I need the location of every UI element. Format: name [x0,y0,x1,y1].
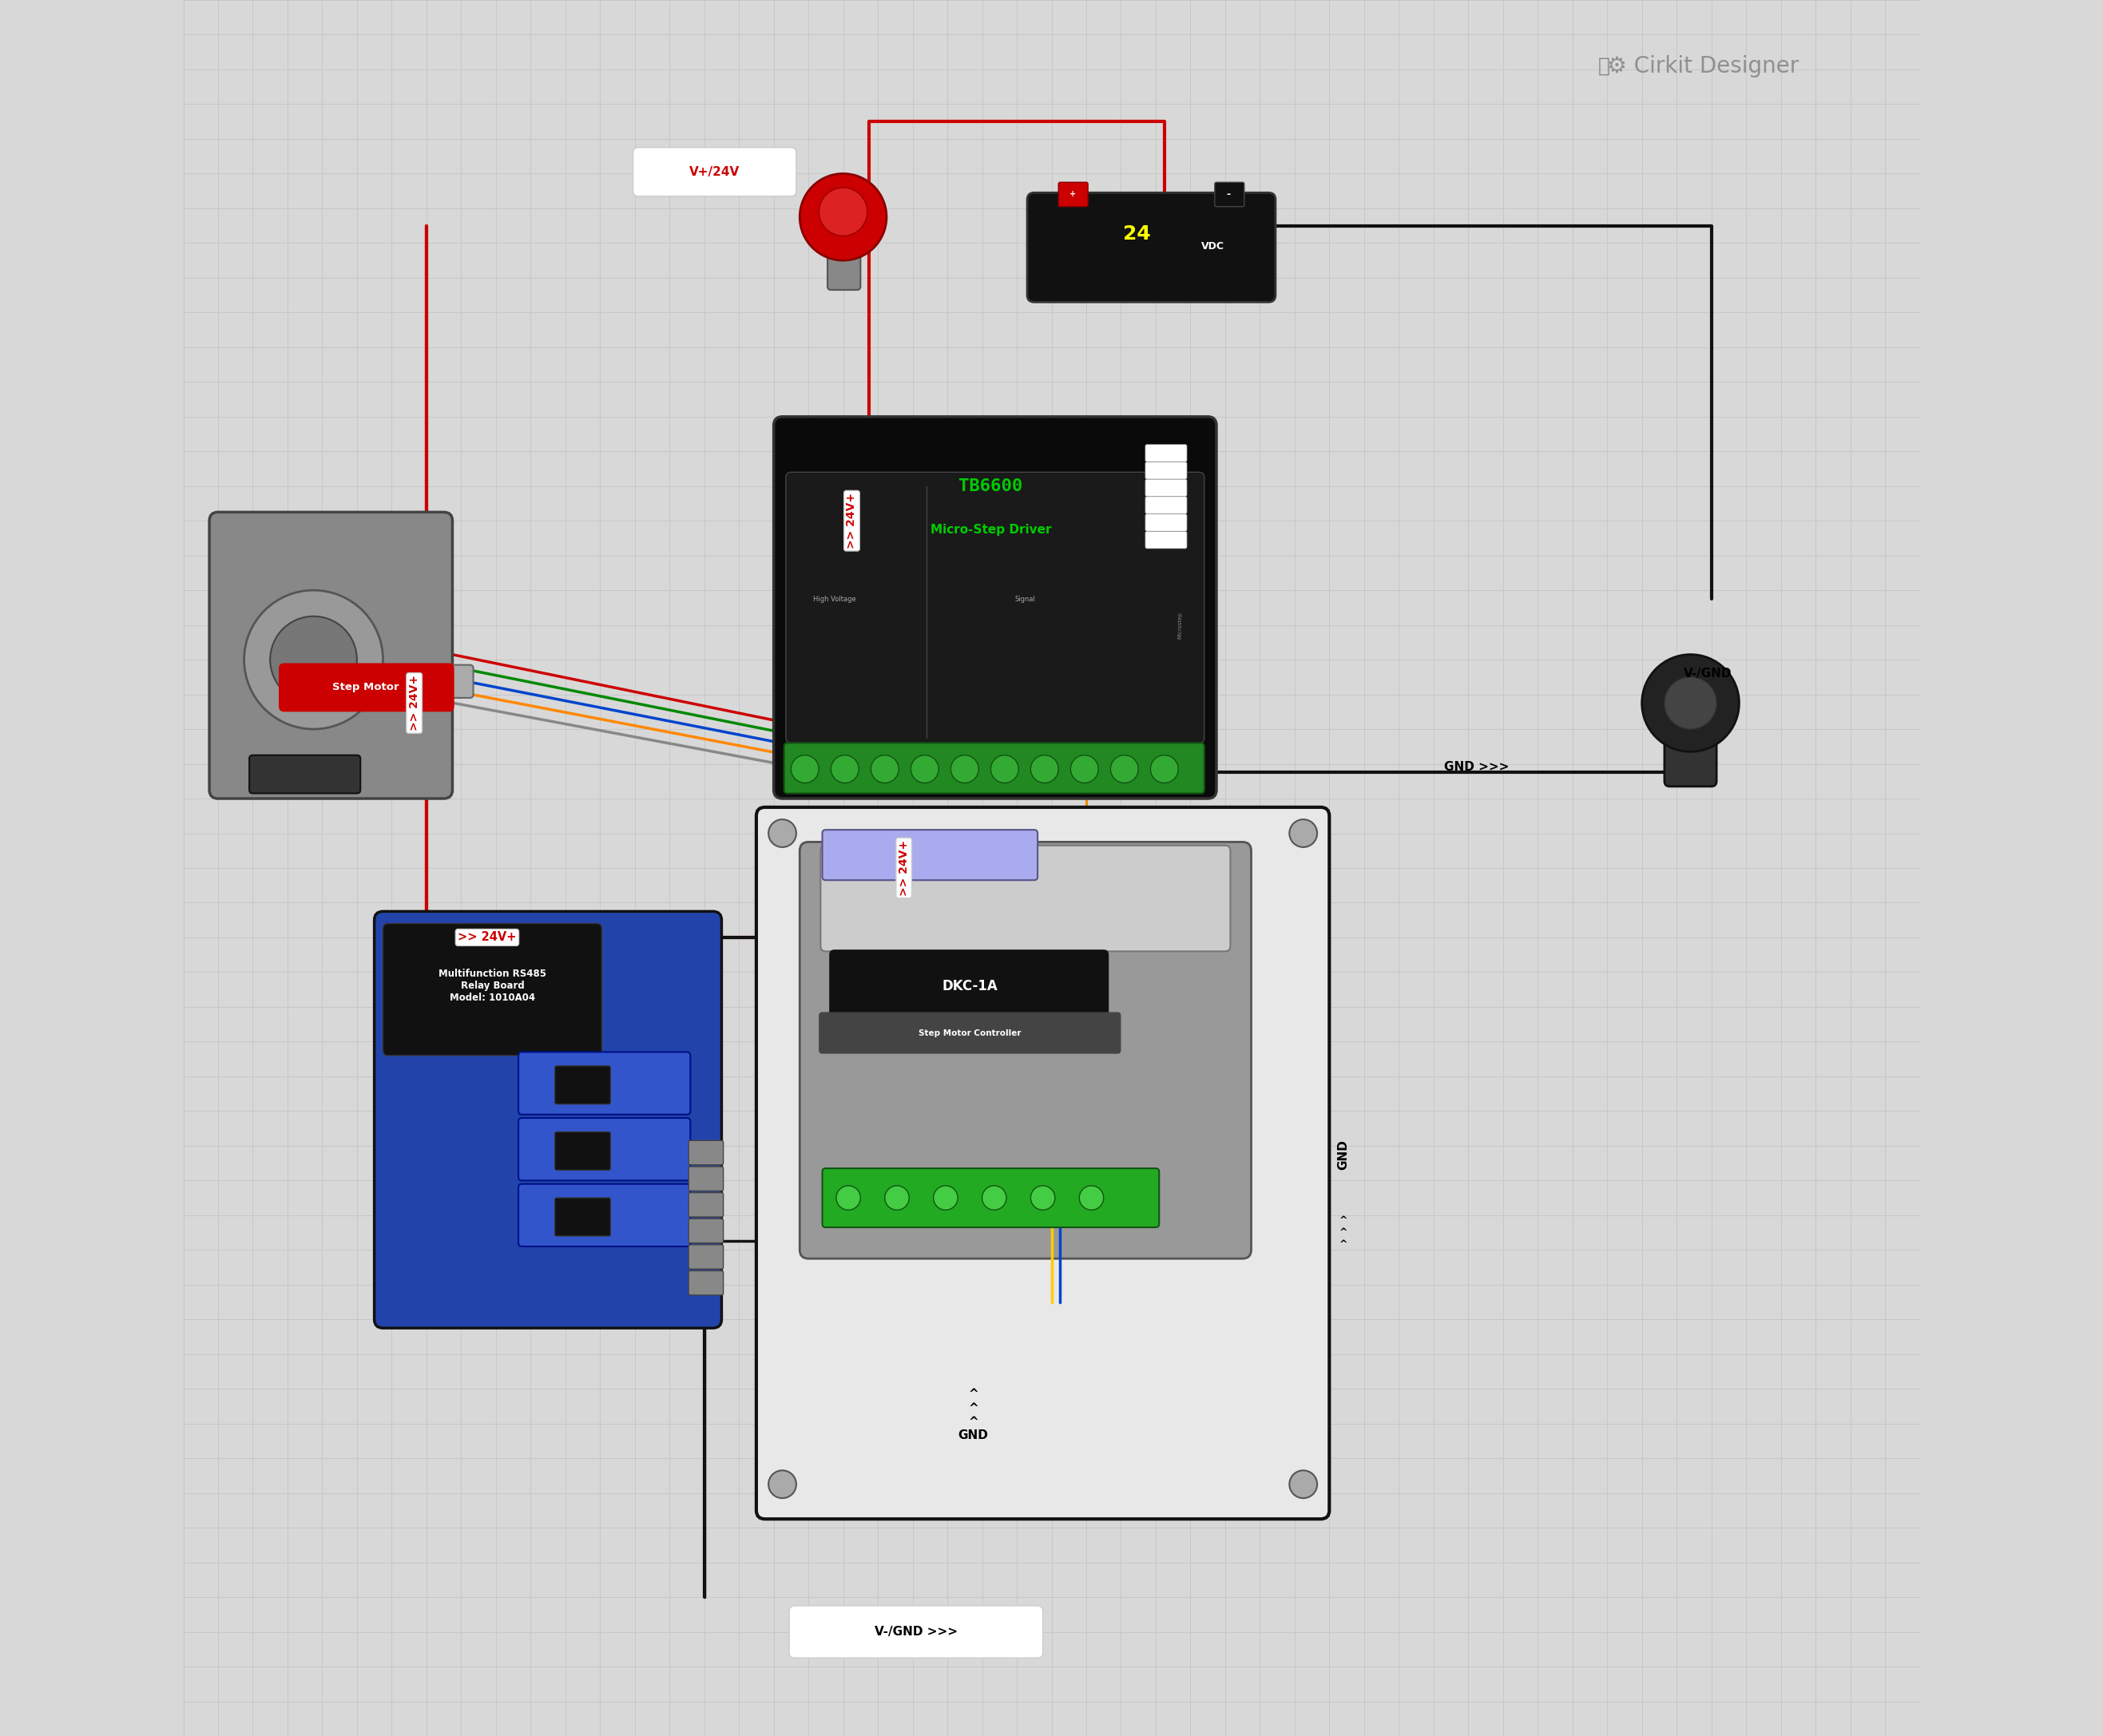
Circle shape [934,1186,957,1210]
Circle shape [269,616,358,703]
FancyBboxPatch shape [280,663,454,712]
Circle shape [799,174,887,260]
FancyBboxPatch shape [1663,707,1716,786]
Text: Micro-Step Driver: Micro-Step Driver [930,524,1052,535]
FancyBboxPatch shape [555,1132,610,1170]
FancyBboxPatch shape [822,1168,1159,1227]
Circle shape [768,1470,797,1498]
Text: V+/24V: V+/24V [690,167,740,177]
Circle shape [244,590,383,729]
FancyBboxPatch shape [555,1066,610,1104]
FancyBboxPatch shape [633,148,797,196]
Circle shape [1110,755,1138,783]
Text: >> 24V+: >> 24V+ [845,493,858,549]
Circle shape [831,755,858,783]
FancyBboxPatch shape [210,512,452,799]
FancyBboxPatch shape [688,1245,723,1269]
Text: High Voltage: High Voltage [814,595,856,602]
FancyBboxPatch shape [519,1052,690,1115]
Text: -: - [1226,189,1230,200]
Text: GND >>>: GND >>> [1445,762,1510,773]
Circle shape [951,755,978,783]
FancyBboxPatch shape [423,665,473,698]
Circle shape [837,1186,860,1210]
Text: GND: GND [1338,1139,1350,1170]
Text: V-/GND >>>: V-/GND >>> [875,1627,957,1637]
FancyBboxPatch shape [799,842,1251,1259]
Text: >> 24V+: >> 24V+ [898,840,908,896]
Circle shape [1289,1470,1316,1498]
Text: Step Motor: Step Motor [332,682,400,693]
Text: V-/GND: V-/GND [1685,668,1733,679]
Text: Step Motor Controller: Step Motor Controller [919,1029,1022,1036]
Text: ⚙ Cirkit Designer: ⚙ Cirkit Designer [1607,56,1798,76]
FancyBboxPatch shape [774,417,1216,799]
Text: DKC-1A: DKC-1A [942,979,997,993]
FancyBboxPatch shape [555,1198,610,1236]
FancyBboxPatch shape [787,472,1205,743]
FancyBboxPatch shape [688,1141,723,1165]
Circle shape [791,755,818,783]
Circle shape [818,187,866,236]
FancyBboxPatch shape [818,1012,1121,1054]
Circle shape [768,819,797,847]
Circle shape [911,755,938,783]
Text: ^
^
^: ^ ^ ^ [1340,1215,1348,1250]
FancyBboxPatch shape [1146,496,1186,514]
Circle shape [1030,755,1058,783]
Text: +: + [1068,191,1075,198]
FancyBboxPatch shape [1146,479,1186,496]
Circle shape [1070,755,1098,783]
Circle shape [1642,654,1739,752]
Circle shape [885,1186,908,1210]
Text: >> 24V+: >> 24V+ [408,675,421,731]
Text: VDC: VDC [1201,241,1224,252]
FancyBboxPatch shape [829,950,1108,1021]
FancyBboxPatch shape [820,845,1230,951]
FancyBboxPatch shape [519,1118,690,1180]
FancyBboxPatch shape [784,743,1205,793]
FancyBboxPatch shape [1026,193,1277,302]
FancyBboxPatch shape [374,911,721,1328]
FancyBboxPatch shape [757,807,1329,1519]
FancyBboxPatch shape [789,1606,1043,1658]
FancyBboxPatch shape [1146,531,1186,549]
Text: Multifunction RS485
Relay Board
Model: 1010A04: Multifunction RS485 Relay Board Model: 1… [437,969,547,1003]
Circle shape [1079,1186,1104,1210]
FancyBboxPatch shape [1146,514,1186,531]
FancyBboxPatch shape [519,1184,690,1246]
FancyBboxPatch shape [826,231,860,290]
FancyBboxPatch shape [1058,182,1087,207]
Text: >> 24V+: >> 24V+ [458,932,517,943]
Circle shape [1030,1186,1056,1210]
Circle shape [1150,755,1178,783]
FancyBboxPatch shape [822,830,1037,880]
Text: 24: 24 [1123,224,1150,245]
FancyBboxPatch shape [250,755,360,793]
Circle shape [982,1186,1007,1210]
Circle shape [991,755,1018,783]
Text: ^
^
^
GND: ^ ^ ^ GND [959,1389,988,1441]
FancyBboxPatch shape [383,924,601,1055]
Text: Signal: Signal [1016,595,1037,602]
FancyBboxPatch shape [688,1219,723,1243]
Circle shape [1289,819,1316,847]
Circle shape [871,755,898,783]
FancyBboxPatch shape [688,1193,723,1217]
Text: 🔧: 🔧 [1598,56,1609,76]
FancyBboxPatch shape [1146,462,1186,479]
FancyBboxPatch shape [688,1167,723,1191]
FancyBboxPatch shape [688,1271,723,1295]
Circle shape [1663,677,1716,729]
Text: TB6600: TB6600 [959,477,1022,495]
FancyBboxPatch shape [1146,444,1186,462]
FancyBboxPatch shape [1216,182,1245,207]
Text: Microstep: Microstep [1178,611,1182,639]
